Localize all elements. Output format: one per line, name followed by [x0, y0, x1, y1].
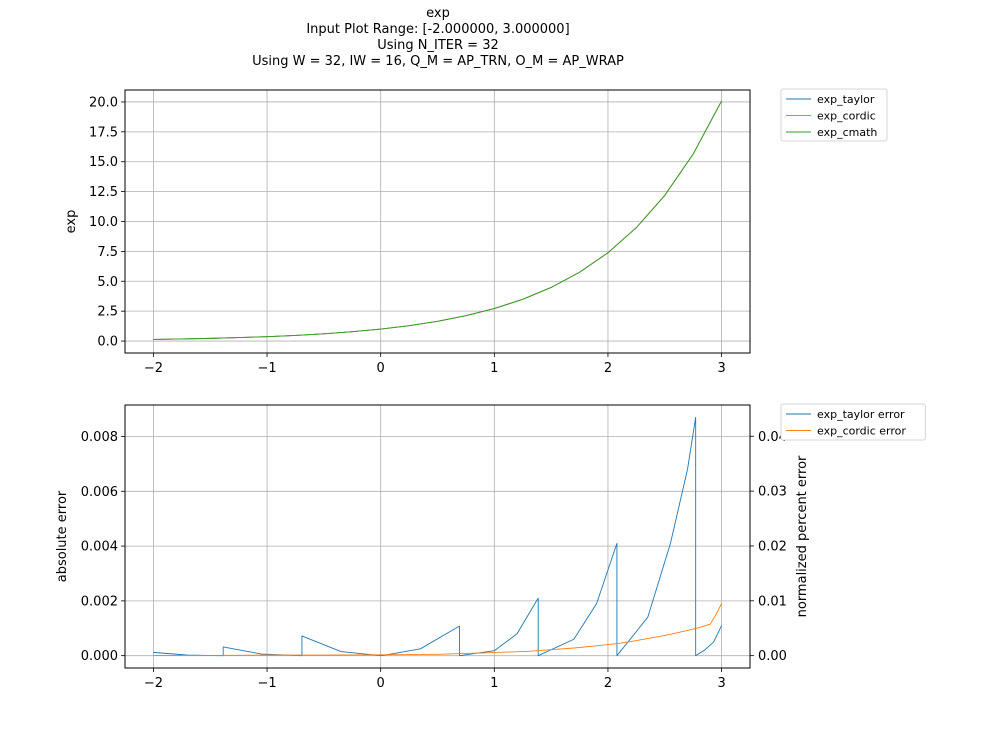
bottom-right-y-tick-label: 0.04 [758, 430, 787, 445]
top-y-tick-label: 17.5 [89, 125, 118, 140]
bottom-x-tick-label: 1 [490, 676, 498, 691]
top-x-tick-label: 3 [717, 361, 725, 376]
bottom-y-tick-label: 0.004 [81, 540, 118, 555]
bottom-x-tick-label: −2 [144, 676, 163, 691]
top-x-tick-label: −1 [257, 361, 276, 376]
bottom-plot-frame [124, 404, 751, 669]
top-y-tick-label: 15.0 [89, 155, 118, 170]
figure-title: exp Input Plot Range: [-2.000000, 3.0000… [252, 6, 624, 69]
top-y-tick-label: 20.0 [89, 95, 118, 110]
legend-entry-label: exp_cmath [817, 126, 877, 139]
top-legend: exp_taylor exp_cordic exp_cmath [780, 88, 888, 142]
bottom-y-axis-label-right: normalized percent error [795, 455, 810, 617]
top-x-tick-label: −2 [144, 361, 163, 376]
top-x-ticks: −2 −1 0 1 2 3 [144, 353, 726, 376]
top-x-tick-label: 1 [490, 361, 498, 376]
title-line-2: Input Plot Range: [-2.000000, 3.000000] [306, 22, 569, 37]
bottom-x-tick-label: 0 [377, 676, 385, 691]
top-grid [125, 90, 750, 353]
bottom-y-ticks-left: 0.000 0.002 0.004 0.006 0.008 [81, 430, 125, 664]
legend-box [780, 88, 888, 142]
legend-box [780, 403, 926, 441]
title-line-3: Using N_ITER = 32 [377, 38, 498, 53]
legend-entry-label: exp_taylor error [817, 408, 905, 421]
title-line-1: exp [426, 6, 450, 21]
bottom-y-tick-label: 0.000 [81, 649, 118, 664]
bottom-legend: exp_taylor error exp_cordic error [780, 403, 926, 441]
top-subplot: −2 −1 0 1 2 3 0.0 2.5 5.0 7.5 10.0 12.5 15.0 17.5 20.… [64, 88, 888, 376]
top-y-axis-label: exp [64, 210, 79, 234]
bottom-x-ticks: −2 −1 0 1 2 3 [144, 668, 726, 691]
top-y-tick-label: 0.0 [97, 335, 118, 350]
top-y-tick-label: 10.0 [89, 215, 118, 230]
legend-entry-label: exp_cordic [817, 110, 876, 123]
bottom-right-y-tick-label: 0.00 [758, 649, 787, 664]
bottom-right-y-tick-label: 0.01 [758, 594, 787, 609]
bottom-y-tick-label: 0.006 [81, 485, 118, 500]
bottom-x-tick-label: 3 [717, 676, 725, 691]
top-y-tick-label: 2.5 [97, 305, 118, 320]
top-x-tick-label: 0 [377, 361, 385, 376]
legend-entry-label: exp_taylor [817, 93, 875, 106]
top-y-tick-label: 12.5 [89, 185, 118, 200]
bottom-series-lines [153, 416, 722, 657]
title-line-4: Using W = 32, IW = 16, Q_M = AP_TRN, O_M… [252, 54, 624, 69]
bottom-right-y-tick-label: 0.03 [758, 485, 787, 500]
top-series-lines [153, 100, 722, 340]
series-line-exp_cordic-error [153, 603, 722, 656]
top-x-tick-label: 2 [604, 361, 612, 376]
series-line-exp_cmath [153, 100, 722, 340]
bottom-x-tick-label: 2 [604, 676, 612, 691]
legend-entry-label: exp_cordic error [817, 425, 906, 438]
bottom-y-ticks-right: 0.00 0.01 0.02 0.03 0.04 [750, 430, 787, 664]
bottom-y-tick-label: 0.008 [81, 430, 118, 445]
bottom-x-tick-label: −1 [257, 676, 276, 691]
top-y-tick-label: 5.0 [97, 275, 118, 290]
bottom-y-axis-label: absolute error [55, 490, 70, 582]
top-y-tick-label: 7.5 [97, 245, 118, 260]
bottom-right-y-tick-label: 0.02 [758, 539, 787, 554]
top-y-ticks: 0.0 2.5 5.0 7.5 10.0 12.5 15.0 17.5 20.0 [89, 95, 125, 350]
bottom-y-tick-label: 0.002 [81, 594, 118, 609]
